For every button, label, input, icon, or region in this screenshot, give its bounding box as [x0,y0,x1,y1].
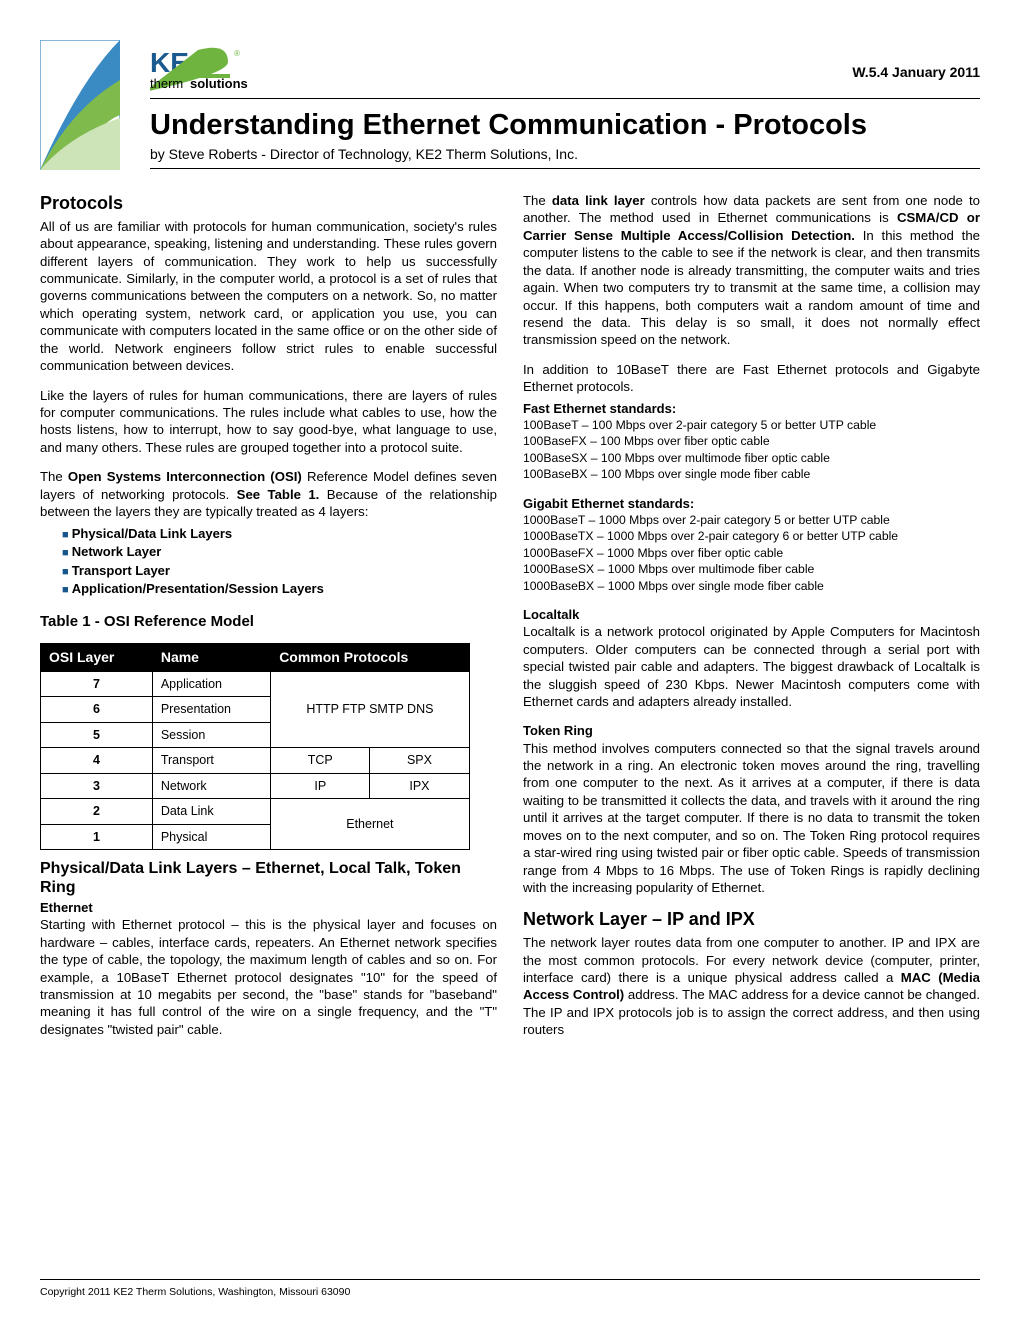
doc-title: Understanding Ethernet Communication - P… [150,109,980,142]
svg-text:solutions: solutions [190,76,248,91]
td: Data Link [152,799,270,825]
h-fast-ethernet: Fast Ethernet standards: [523,400,980,417]
header-right: KE ® therm solutions W.5.4 January 2011 … [150,40,980,169]
std-item: 1000BaseSX – 1000 Mbps over multimode fi… [523,561,980,577]
std-item: 1000BaseT – 1000 Mbps over 2-pair catego… [523,512,980,528]
p-addition: In addition to 10BaseT there are Fast Et… [523,361,980,396]
giga-list: 1000BaseT – 1000 Mbps over 2-pair catego… [523,512,980,594]
p-intro-2: Like the layers of rules for human commu… [40,387,497,457]
leaf-logo-icon [40,40,120,170]
td: HTTP FTP SMTP DNS [271,671,469,748]
h-gigabit: Gigabit Ethernet standards: [523,495,980,512]
td: IPX [370,773,469,799]
h-tokenring: Token Ring [523,722,980,739]
byline: by Steve Roberts - Director of Technolog… [150,146,980,162]
td: SPX [370,748,469,774]
td: Transport [152,748,270,774]
th: Name [152,644,270,671]
h-network-layer: Network Layer – IP and IPX [523,908,980,932]
std-item: 1000BaseTX – 1000 Mbps over 2-pair categ… [523,528,980,544]
td: 7 [41,671,153,697]
sub-ethernet: Ethernet [40,899,497,916]
p-network-layer: The network layer routes data from one c… [523,934,980,1039]
h-physical-datalink: Physical/Data Link Layers – Ethernet, Lo… [40,860,497,897]
td: Session [152,722,270,748]
sub-rule [150,168,980,169]
td: IP [271,773,370,799]
std-item: 100BaseSX – 100 Mbps over multimode fibe… [523,450,980,466]
header-rule [150,98,980,99]
std-item: 1000BaseBX – 1000 Mbps over single mode … [523,578,980,594]
table-title: Table 1 - OSI Reference Model [40,612,497,632]
bullet-item: Network Layer [62,543,497,561]
td: 1 [41,824,153,850]
h-protocols: Protocols [40,192,497,216]
td: 2 [41,799,153,825]
svg-text:therm: therm [150,76,183,91]
p-ethernet: Starting with Ethernet protocol – this i… [40,916,497,1038]
td: 4 [41,748,153,774]
ke2-logo-icon: KE ® therm solutions [150,44,270,92]
layer-bullets: Physical/Data Link Layers Network Layer … [62,525,497,598]
td: TCP [271,748,370,774]
p-datalink: The data link layer controls how data pa… [523,192,980,349]
std-item: 100BaseFX – 100 Mbps over fiber optic ca… [523,433,980,449]
td: 3 [41,773,153,799]
fast-list: 100BaseT – 100 Mbps over 2-pair category… [523,417,980,483]
svg-text:®: ® [234,49,240,58]
th: Common Protocols [271,644,469,671]
p-osi: The Open Systems Interconnection (OSI) R… [40,468,497,520]
std-item: 100BaseT – 100 Mbps over 2-pair category… [523,417,980,433]
h-localtalk: Localtalk [523,606,980,623]
p-tokenring: This method involves computers connected… [523,740,980,897]
std-item: 100BaseBX – 100 Mbps over single mode fi… [523,466,980,482]
th: OSI Layer [41,644,153,671]
bullet-item: Application/Presentation/Session Layers [62,580,497,598]
td: Ethernet [271,799,469,850]
td: Network [152,773,270,799]
bullet-item: Transport Layer [62,562,497,580]
td: 6 [41,697,153,723]
td: Presentation [152,697,270,723]
footer-copyright: Copyright 2011 KE2 Therm Solutions, Wash… [40,1279,980,1298]
header: KE ® therm solutions W.5.4 January 2011 … [40,40,980,170]
body-columns: Protocols All of us are familiar with pr… [40,192,980,1051]
osi-table: OSI Layer Name Common Protocols 7Applica… [40,643,470,850]
p-intro-1: All of us are familiar with protocols fo… [40,218,497,375]
left-column: Protocols All of us are familiar with pr… [40,192,497,1051]
td: Physical [152,824,270,850]
issue-label: W.5.4 January 2011 [852,64,980,80]
bullet-item: Physical/Data Link Layers [62,525,497,543]
td: 5 [41,722,153,748]
p-localtalk: Localtalk is a network protocol originat… [523,623,980,710]
std-item: 1000BaseFX – 1000 Mbps over fiber optic … [523,545,980,561]
td: Application [152,671,270,697]
right-column: The data link layer controls how data pa… [523,192,980,1051]
